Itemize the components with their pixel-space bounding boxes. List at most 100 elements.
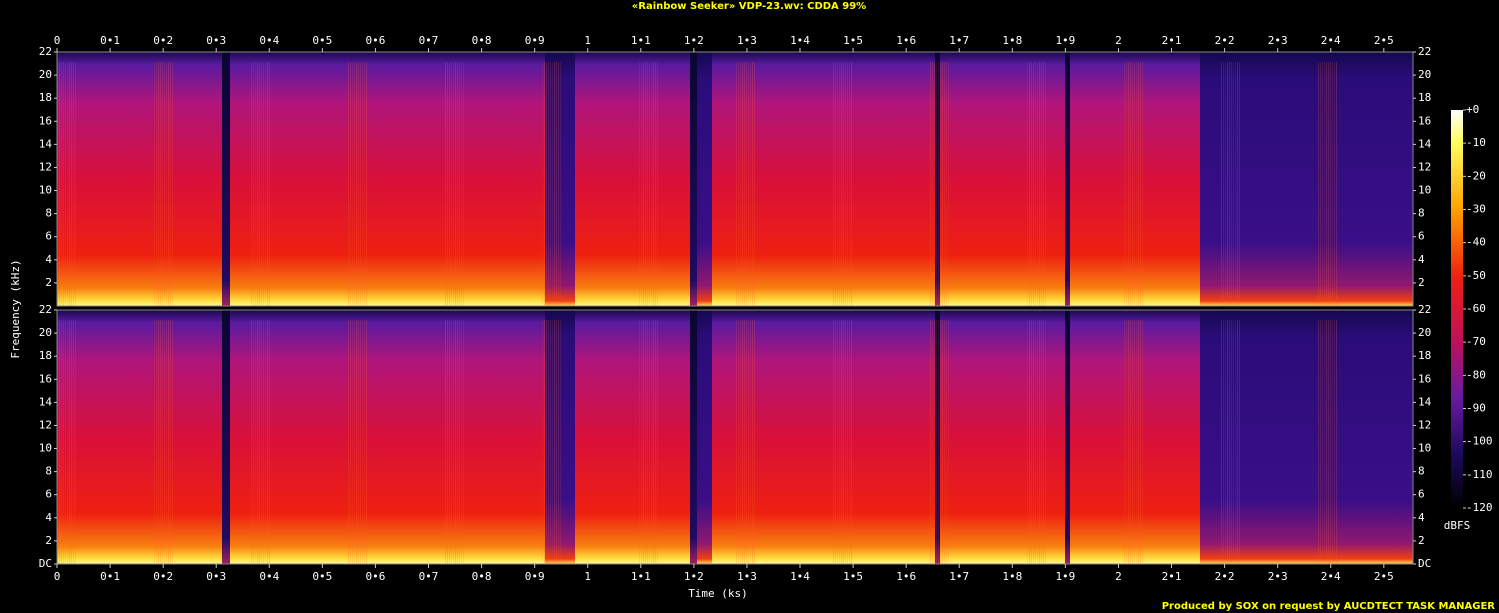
y-tick-label: 4	[1418, 253, 1425, 266]
spectrogram-streak	[1328, 62, 1329, 306]
spectrogram-streak	[655, 62, 656, 306]
spectrogram-streak	[651, 62, 652, 306]
spectrogram-streak	[352, 320, 353, 564]
spectrogram-streak	[1033, 320, 1034, 564]
spectrogram-streak	[154, 320, 155, 564]
spectrogram-streak	[1134, 320, 1135, 564]
spectrogram-streak	[1128, 320, 1129, 564]
spectrogram-streak	[932, 320, 933, 564]
spectrogram-streak	[736, 62, 737, 306]
spectrogram-streak	[550, 62, 551, 306]
x-tick-label: 1•3	[737, 570, 757, 583]
y-tick-label: 20	[39, 68, 52, 81]
spectrogram-streak	[261, 62, 262, 306]
spectrogram-streak	[645, 320, 646, 564]
spectrogram-streak	[1332, 62, 1333, 306]
x-tick-label: 1•9	[1055, 34, 1075, 47]
x-tick-label: 1	[584, 34, 591, 47]
spectrogram-streak	[653, 62, 654, 306]
spectrogram-streak	[1041, 320, 1042, 564]
spectrogram	[56, 51, 1414, 565]
x-tick-label: 0•3	[206, 34, 226, 47]
spectrogram-streak	[366, 62, 367, 306]
x-tick-label: 1•1	[631, 34, 651, 47]
spectrogram-streak	[445, 320, 446, 564]
spectrogram-streak	[461, 62, 462, 306]
x-tick-label: 2	[1115, 34, 1122, 47]
spectrogram-streak	[641, 62, 642, 306]
x-tick-label: 1•2	[684, 570, 704, 583]
spectrogram-streak	[851, 320, 852, 564]
x-tick-label: 1•9	[1055, 570, 1075, 583]
x-tick-label: 0•8	[472, 570, 492, 583]
y-tick-label: 20	[1418, 68, 1431, 81]
y-tick-label: 6	[45, 488, 52, 501]
y-tick-label: 14	[1418, 137, 1432, 150]
spectrogram-streak	[360, 62, 361, 306]
spectrogram-streak	[160, 320, 161, 564]
y-tick-label: 18	[1418, 349, 1431, 362]
spectrogram-streak	[1124, 320, 1125, 564]
x-tick-label: 1•7	[949, 34, 969, 47]
spectrogram-streak	[940, 62, 941, 306]
spectrogram-streak	[267, 320, 268, 564]
spectrogram-streak	[544, 62, 545, 306]
spectrogram-streak	[348, 62, 349, 306]
y-tick-label: 8	[45, 465, 52, 478]
spectrogram-region	[935, 310, 940, 564]
spectrogram-streak	[558, 320, 559, 564]
spectrogram-region	[222, 52, 230, 306]
spectrogram-streak	[843, 320, 844, 564]
spectrogram-streak	[259, 62, 260, 306]
spectrogram-streak	[451, 320, 452, 564]
spectrogram-streak	[944, 62, 945, 306]
spectrogram-streak	[158, 320, 159, 564]
spectrogram-streak	[554, 62, 555, 306]
x-tick-label: 0•6	[365, 570, 385, 583]
spectrogram-streak	[253, 62, 254, 306]
spectrogram-streak	[1324, 320, 1325, 564]
spectrogram-streak	[550, 320, 551, 564]
spectrogram-streak	[63, 320, 64, 564]
spectrogram-streak	[257, 62, 258, 306]
y-tick-label: 12	[39, 418, 52, 431]
spectrogram-streak	[61, 320, 62, 564]
x-tick-label: 0•7	[419, 570, 439, 583]
spectrogram-streak	[1029, 320, 1030, 564]
spectrogram-streak	[1225, 320, 1226, 564]
x-tick-label: 0•9	[525, 570, 545, 583]
spectrogram-streak	[740, 62, 741, 306]
x-tick-label: 2•5	[1374, 570, 1394, 583]
spectrogram-streak	[1322, 62, 1323, 306]
spectrogram-streak	[1328, 320, 1329, 564]
spectrogram-region	[545, 52, 575, 306]
spectrogram-streak	[251, 320, 252, 564]
spectrogram-streak	[930, 62, 931, 306]
x-tick-label: 0•2	[153, 34, 173, 47]
x-tick-label: 1•6	[896, 570, 916, 583]
spectrogram-region	[575, 52, 690, 306]
spectrogram-streak	[930, 320, 931, 564]
spectrogram-streak	[1235, 320, 1236, 564]
spectrogram-streak	[556, 320, 557, 564]
spectrogram-streak	[942, 62, 943, 306]
spectrogram-streak	[1142, 320, 1143, 564]
spectrogram-streak	[657, 62, 658, 306]
spectrogram-streak	[154, 62, 155, 306]
spectrogram-region	[712, 52, 935, 306]
spectrogram-streak	[164, 62, 165, 306]
spectrogram-streak	[754, 320, 755, 564]
spectrogram-streak	[1330, 320, 1331, 564]
spectrogram-streak	[265, 320, 266, 564]
colorbar-tick-label: -120	[1466, 501, 1493, 514]
spectrogram-streak	[643, 62, 644, 306]
spectrogram-region	[690, 310, 697, 564]
spectrogram-streak	[738, 62, 739, 306]
spectrogram-streak	[1221, 62, 1222, 306]
spectrogram-streak	[265, 62, 266, 306]
spectrogram-streak	[849, 320, 850, 564]
spectrogram-streak	[1136, 62, 1137, 306]
spectrogram-streak	[162, 320, 163, 564]
spectrogram-streak	[63, 62, 64, 306]
spectrogram-streak	[556, 62, 557, 306]
